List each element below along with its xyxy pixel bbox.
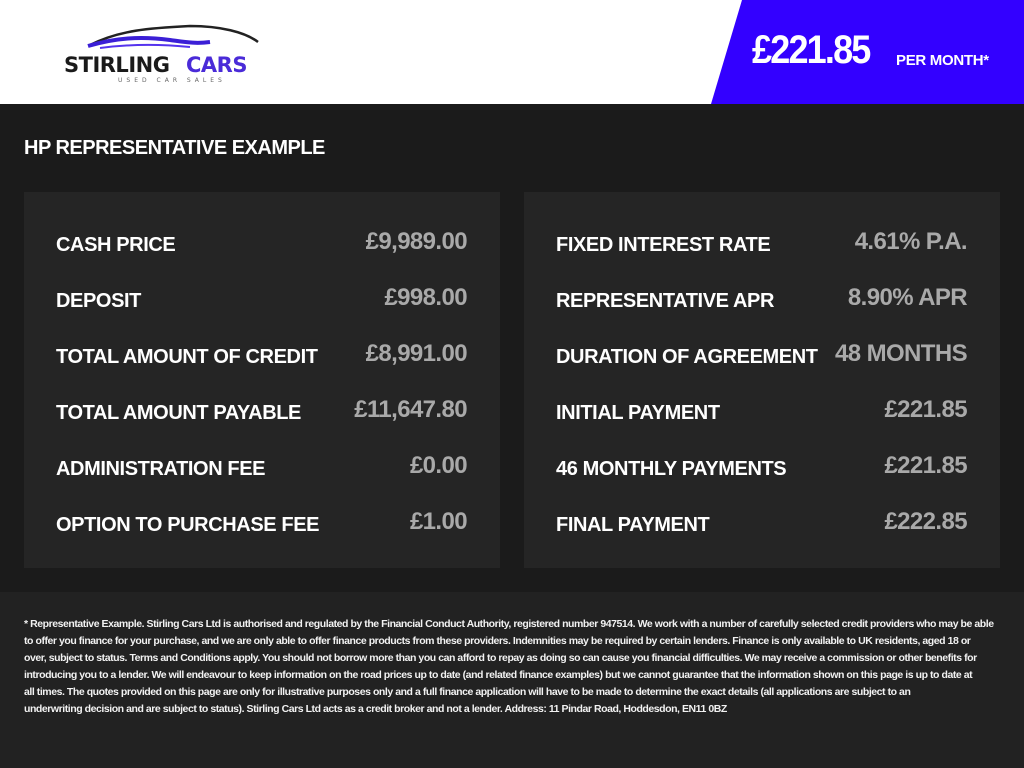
svg-text:STIRLING: STIRLING xyxy=(64,53,169,77)
row-value: £222.85 xyxy=(884,508,967,535)
row-label: 46 MONTHLY PAYMENTS xyxy=(556,458,787,480)
row-value: £1.00 xyxy=(409,508,468,535)
row-label: DEPOSIT xyxy=(56,290,141,312)
finance-row: FINAL PAYMENT £222.85 xyxy=(556,508,968,538)
stirling-cars-logo: STIRLING CARS USED CAR SALES xyxy=(64,24,259,84)
disclaimer-line: * Representative Example. Stirling Cars … xyxy=(24,618,994,630)
finance-row: TOTAL AMOUNT OF CREDIT £8,991.00 xyxy=(56,340,468,370)
row-label: OPTION TO PURCHASE FEE xyxy=(56,514,320,536)
finance-row: DURATION OF AGREEMENT 48 MONTHS xyxy=(556,340,968,370)
finance-details-right: FIXED INTEREST RATE 4.61% P.A. REPRESENTAT… xyxy=(524,192,1000,568)
disclaimer-text: * Representative Example. Stirling Cars … xyxy=(24,616,994,718)
row-label: TOTAL AMOUNT OF CREDIT xyxy=(56,346,318,368)
row-label: FIXED INTEREST RATE xyxy=(556,234,771,256)
row-value: 4.61% P.A. xyxy=(854,228,968,255)
disclaimer-line: to offer you finance for your purchase, … xyxy=(24,635,971,647)
row-value: £11,647.80 xyxy=(354,396,467,423)
finance-details-left: CASH PRICE £9,989.00 DEPOSIT £998.00 TOTAL A… xyxy=(24,192,500,568)
footer: * Representative Example. Stirling Cars … xyxy=(0,592,1024,768)
row-value: 48 MONTHS xyxy=(835,340,968,367)
disclaimer-line: over, subject to status. Terms and Condi… xyxy=(24,652,977,664)
row-value: 8.90% APR xyxy=(847,284,968,311)
finance-row: CASH PRICE £9,989.00 xyxy=(56,228,468,258)
row-value: £221.85 xyxy=(884,452,967,479)
finance-row: OPTION TO PURCHASE FEE £1.00 xyxy=(56,508,468,538)
row-label: DURATION OF AGREEMENT xyxy=(556,346,818,368)
disclaimer-line: introducing you to a lender. We will end… xyxy=(24,669,973,681)
row-label: REPRESENTATIVE APR xyxy=(556,290,775,312)
finance-row: TOTAL AMOUNT PAYABLE £11,647.80 xyxy=(56,396,468,426)
finance-row: REPRESENTATIVE APR 8.90% APR xyxy=(556,284,968,314)
per-month-label: PER MONTH* xyxy=(896,52,989,69)
row-value: £9,989.00 xyxy=(365,228,468,255)
disclaimer-line: underwriting decision and are subject to… xyxy=(24,703,727,715)
row-value: £998.00 xyxy=(384,284,467,311)
finance-row: 46 MONTHLY PAYMENTS £221.85 xyxy=(556,452,968,482)
row-label: INITIAL PAYMENT xyxy=(556,402,720,424)
finance-row: DEPOSIT £998.00 xyxy=(56,284,468,314)
row-value: £8,991.00 xyxy=(365,340,468,367)
row-value: £0.00 xyxy=(409,452,468,479)
monthly-price-banner xyxy=(711,0,1024,104)
finance-row: FIXED INTEREST RATE 4.61% P.A. xyxy=(556,228,968,258)
finance-row: ADMINISTRATION FEE £0.00 xyxy=(56,452,468,482)
row-label: ADMINISTRATION FEE xyxy=(56,458,266,480)
svg-text:USED CAR SALES: USED CAR SALES xyxy=(118,77,226,84)
svg-text:CARS: CARS xyxy=(186,53,247,77)
row-label: FINAL PAYMENT xyxy=(556,514,710,536)
row-label: TOTAL AMOUNT PAYABLE xyxy=(56,402,301,424)
section-title: HP REPRESENTATIVE EXAMPLE xyxy=(24,137,325,159)
row-value: £221.85 xyxy=(884,396,967,423)
monthly-price: £221.85 xyxy=(752,28,871,72)
finance-row: INITIAL PAYMENT £221.85 xyxy=(556,396,968,426)
header: STIRLING CARS USED CAR SALES £221.85 PER… xyxy=(0,0,1024,104)
disclaimer-line: all times. The quotes provided on this p… xyxy=(24,686,911,698)
row-label: CASH PRICE xyxy=(56,234,176,256)
